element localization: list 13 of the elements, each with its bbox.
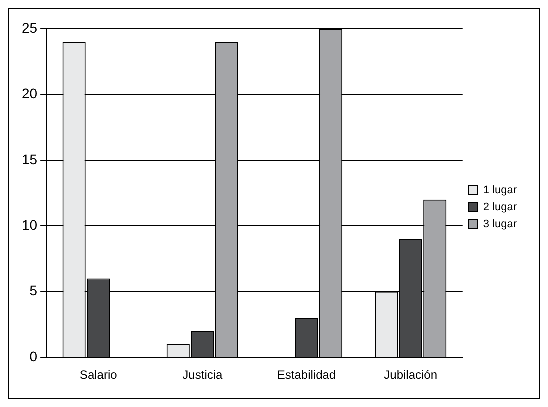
y-tick-label: 25 [22,20,38,36]
y-tick-label: 10 [22,217,38,234]
y-tick-label: 15 [22,151,38,168]
x-tick-label: Salario [80,368,118,382]
y-tick-label: 20 [22,86,38,102]
y-tick-label: 0 [30,348,38,364]
legend-label: 3 lugar [483,218,518,231]
x-tick-label: Jubilación [384,368,438,382]
legend-label: 1 lugar [483,184,518,197]
x-tick-label: Estabilidad [277,368,336,382]
x-tick-label: Justicia [182,368,224,382]
y-tick-label: 5 [30,282,38,299]
legend-label: 2 lugar [483,202,518,214]
